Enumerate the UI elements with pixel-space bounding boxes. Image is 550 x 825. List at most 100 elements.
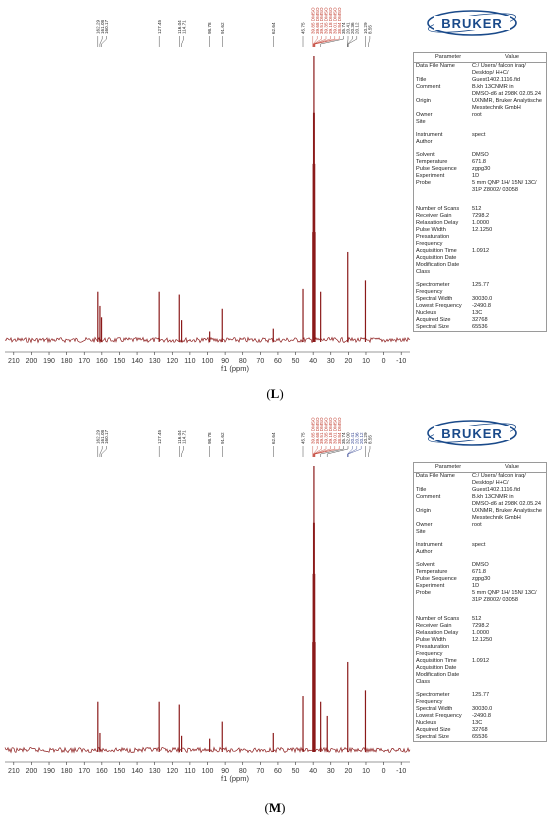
param-value: 1.0000 [472,220,490,226]
param-key: Data File Name [416,473,455,479]
x-tick-label: 160 [96,358,108,365]
peak-label: 98.78 [207,432,212,444]
bruker-logo: BRUKER [427,10,517,36]
param-key: Site [416,529,426,535]
param-key: Pulse Width [416,637,446,643]
peak-label: 162.29 [95,430,100,444]
x-tick-label: 150 [114,358,126,365]
param-row: Site [414,119,546,126]
param-row: Temperature 671.8 [414,159,546,166]
param-row: Instrument spect [414,132,546,139]
param-row: Experiment 1D [414,173,546,180]
param-key: Relaxation Delay [416,630,459,636]
peak-label-leader [320,36,344,47]
param-key: Acquired Size [416,727,451,733]
param-row: Comment B.kh 13CNMR in DMSO-d6 at 298K 02… [414,84,546,98]
peak-label-leader [347,446,353,457]
param-row: Acquisition Date [414,255,546,262]
peak-label: 114.71 [181,430,186,444]
x-tick-label: 120 [166,358,178,365]
param-row: Lowest Frequency -2490.8 [414,713,546,720]
x-tick-label: 60 [274,358,282,365]
peak-label-leader [314,36,331,47]
param-value: UXNMR, Bruker Analytische Messtechnik Gm… [472,508,542,521]
param-value: 5 mm QNP 1H/ 15N/ 13C/ 31P Z8002/ 03058 [472,590,537,603]
param-value: 13C [472,720,483,726]
param-key: Owner [416,522,433,528]
param-key: Instrument [416,542,443,548]
param-key: Spectrometer Frequency [416,692,450,705]
peak-label-leader [99,36,103,47]
x-tick-label: 160 [96,768,108,775]
param-value [472,234,544,248]
param-row: Pulse Sequence zgpg30 [414,166,546,173]
peak-label: 91.62 [220,432,225,444]
logo-text: BRUKER [441,16,503,31]
param-row: Pulse Width 12.1250 [414,227,546,234]
peak-label: 20.36 [350,22,355,34]
param-value: 5 mm QNP 1H/ 15N/ 13C/ 31P Z8002/ 03058 [472,180,537,193]
param-row: Receiver Gain 7298.2 [414,623,546,630]
param-key: Experiment [416,173,445,179]
x-tick-label: 90 [221,358,229,365]
param-row: Number of Scans 512 [414,206,546,213]
param-row: Nucleus 13C [414,310,546,317]
param-key: Pulse Sequence [416,166,457,172]
param-key: Comment [416,494,441,500]
x-tick-label: 20 [344,768,352,775]
spectrum-panel-m: 210 200 190 180 170 160 150 140 130 120 110 100 90 80… [0,410,550,815]
param-value [472,269,544,276]
peak-label-leader [314,446,331,457]
param-value: zgpg30 [472,576,491,582]
peak-label-leader [348,446,362,457]
peak-label: 39.01 DMSO [332,7,337,34]
peak-label: 39.68 DMSO [315,7,320,34]
param-value: 1.0912 [472,658,490,664]
x-tick-label: 70 [256,358,264,365]
peak-label-leader [313,446,322,457]
peak-label-leader [368,446,371,457]
peak-label-leader [99,446,103,457]
param-row: Class [414,269,546,276]
x-tick-label: 210 [8,358,20,365]
param-row: Pulse Sequence zgpg30 [414,576,546,583]
param-value: 671.8 [472,159,486,165]
peak-label: 45.75 [301,22,306,34]
param-row: Origin UXNMR, Bruker Analytische Messtech… [414,508,546,522]
param-key: Temperature [416,569,448,575]
param-value: DMSO [472,562,489,568]
param-value: 1.0912 [472,248,490,254]
value-header-label: Value [505,464,519,470]
param-key: Title [416,77,427,83]
logo-backdrop [434,426,510,440]
peak-label-leader [314,36,340,47]
peak-label: 20.12 [359,432,364,444]
param-key: Author [416,139,433,145]
peak-label: 10.29 [363,432,368,444]
param-row: Modification Date [414,262,546,269]
param-value: 671.8 [472,569,486,575]
peak-label: 160.17 [104,430,109,444]
param-value: -2490.8 [472,713,491,719]
param-row: Author [414,139,546,146]
param-row: Owner root [414,112,546,119]
param-row: Instrument spect [414,542,546,549]
logo-orbit-icon [427,420,517,446]
param-header-label: Parameter [434,464,462,470]
param-value: 30030.0 [472,296,493,302]
value-header-label: Value [505,54,519,60]
x-tick-label: 110 [184,768,195,775]
x-axis-label: f1 (ppm) [221,364,249,373]
param-key: Presaturation Frequency [416,644,450,657]
param-row: Presaturation Frequency [414,234,546,248]
param-key: Spectral Width [416,296,453,302]
param-value: C:/ Users/ falcon iraq/ Desktop/ H+C/ [472,473,526,486]
x-tick-label: 170 [78,358,90,365]
param-value [472,529,544,536]
x-tick-label: 30 [327,768,335,775]
param-value: 13C [472,310,483,316]
param-row: Acquired Size 32768 [414,727,546,734]
peak-label-leader [368,36,371,47]
param-key: Receiver Gain [416,213,452,219]
peak-label-leader [348,36,357,47]
